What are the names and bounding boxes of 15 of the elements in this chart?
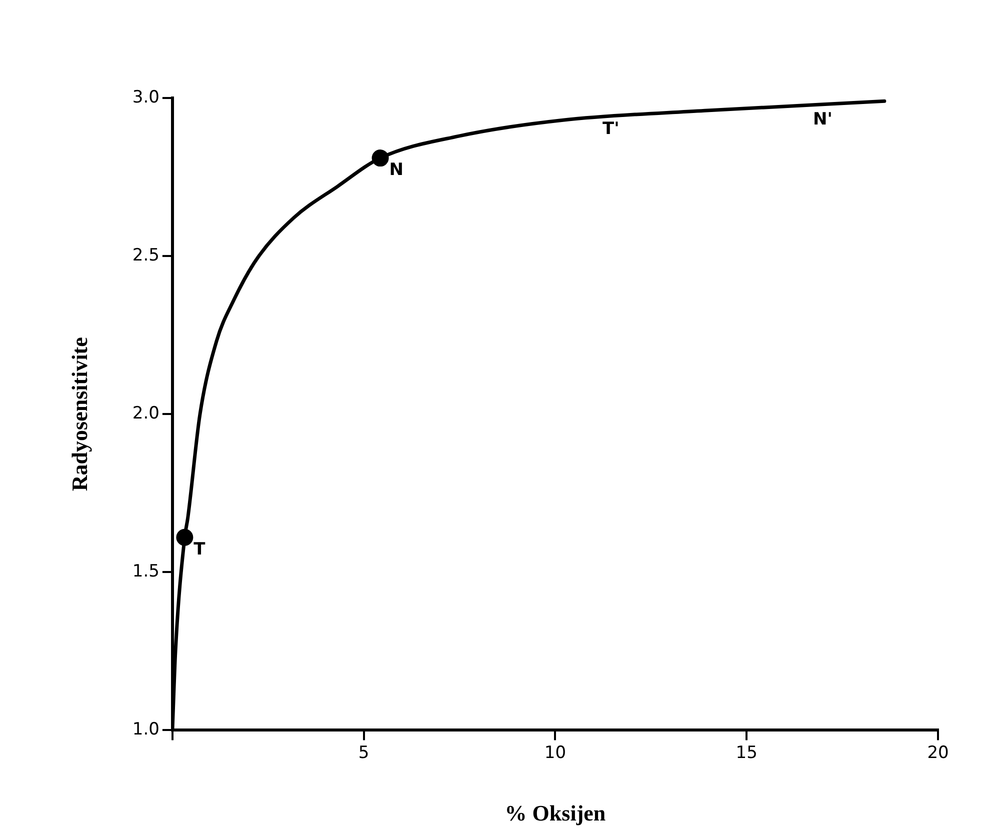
annotation: N' bbox=[813, 109, 832, 130]
y-tick-label: 1.5 bbox=[132, 562, 160, 582]
x-tick-label: 10 bbox=[544, 742, 566, 763]
y-tick-label: 2.5 bbox=[132, 245, 160, 266]
y-axis-title: Radyosensitivite bbox=[66, 336, 92, 492]
x-tick-label: 20 bbox=[927, 742, 949, 763]
x-axis-title: % Oksijen bbox=[504, 800, 606, 826]
x-tick-label: 5 bbox=[358, 742, 370, 763]
annotation: N bbox=[389, 160, 404, 180]
y-tick-label: 2.0 bbox=[132, 404, 160, 424]
annotation: T bbox=[194, 539, 206, 560]
x-tick-label: 15 bbox=[736, 742, 758, 763]
y-tick-label: 3.0 bbox=[132, 87, 160, 108]
y-tick-label: 1.0 bbox=[132, 720, 160, 740]
annotation: T' bbox=[602, 118, 620, 139]
